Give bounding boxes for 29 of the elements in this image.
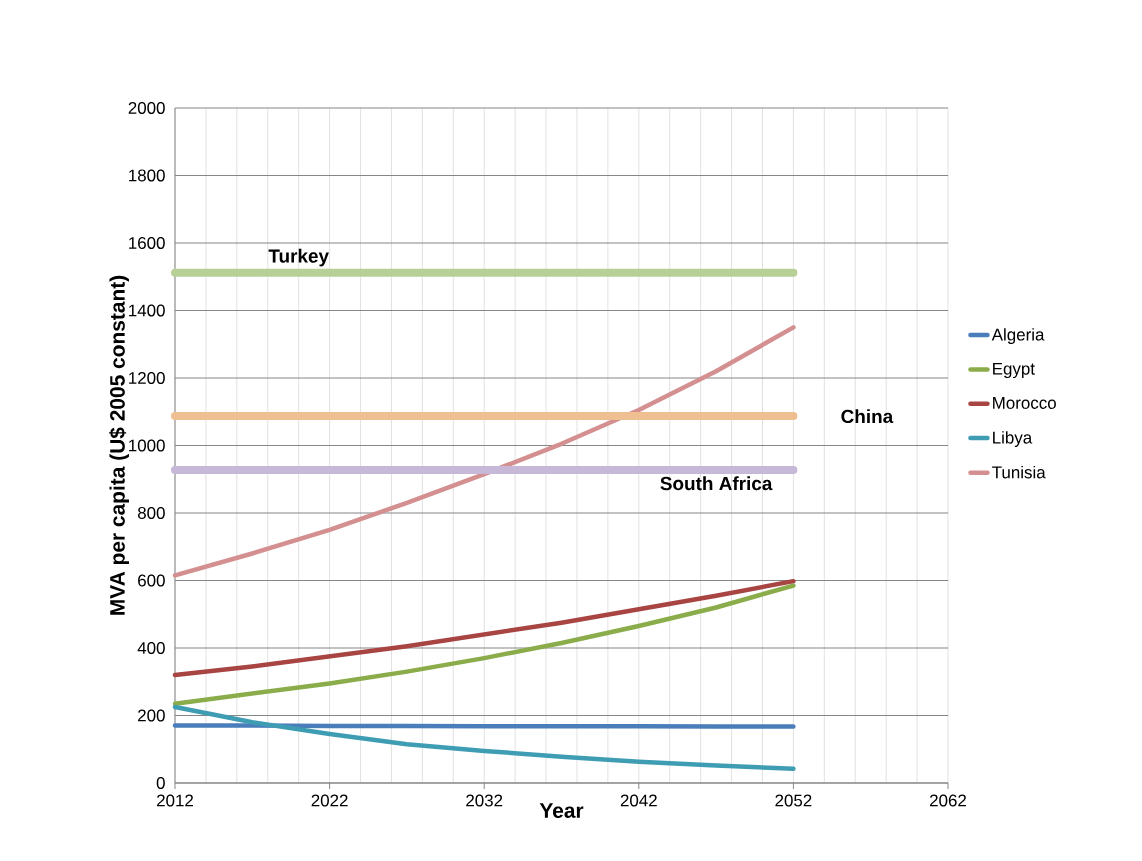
legend-label: Morocco bbox=[993, 397, 1056, 409]
annotation: South Africa bbox=[660, 476, 773, 491]
y-tick-label: 1000 bbox=[129, 439, 165, 452]
annotation: China bbox=[841, 409, 894, 424]
x-tick-label: 2012 bbox=[157, 794, 193, 807]
y-tick-label: 1200 bbox=[129, 371, 165, 384]
legend-label: Libya bbox=[993, 431, 1033, 447]
legend-label: Tunisia bbox=[992, 465, 1046, 479]
x-axis-title: Year bbox=[539, 803, 584, 818]
x-tick-label: 2062 bbox=[930, 794, 966, 807]
line-series bbox=[172, 325, 796, 578]
y-tick-label: 400 bbox=[137, 641, 165, 654]
y-tick-label: 0 bbox=[156, 776, 165, 789]
y-tick-label: 200 bbox=[138, 709, 165, 722]
x-tick-label: 2052 bbox=[775, 794, 812, 807]
line-series bbox=[172, 704, 796, 772]
x-tick-label: 2022 bbox=[311, 794, 348, 807]
y-axis-title: MVA per capita (U$ 2005 constant) bbox=[109, 275, 129, 615]
y-tick-label: 1800 bbox=[129, 169, 165, 182]
x-tick-label: 2042 bbox=[620, 794, 657, 807]
annotation: Turkey bbox=[268, 248, 329, 267]
legend-label: Egypt bbox=[993, 362, 1035, 379]
y-tick-label: 1600 bbox=[129, 236, 165, 249]
y-tick-label: 1400 bbox=[129, 304, 165, 317]
y-tick-label: 600 bbox=[138, 574, 165, 587]
y-tick-label: 2000 bbox=[128, 101, 165, 114]
x-tick-label: 2032 bbox=[466, 794, 503, 807]
y-tick-label: 800 bbox=[137, 506, 165, 519]
legend-label: Algeria bbox=[991, 328, 1045, 344]
